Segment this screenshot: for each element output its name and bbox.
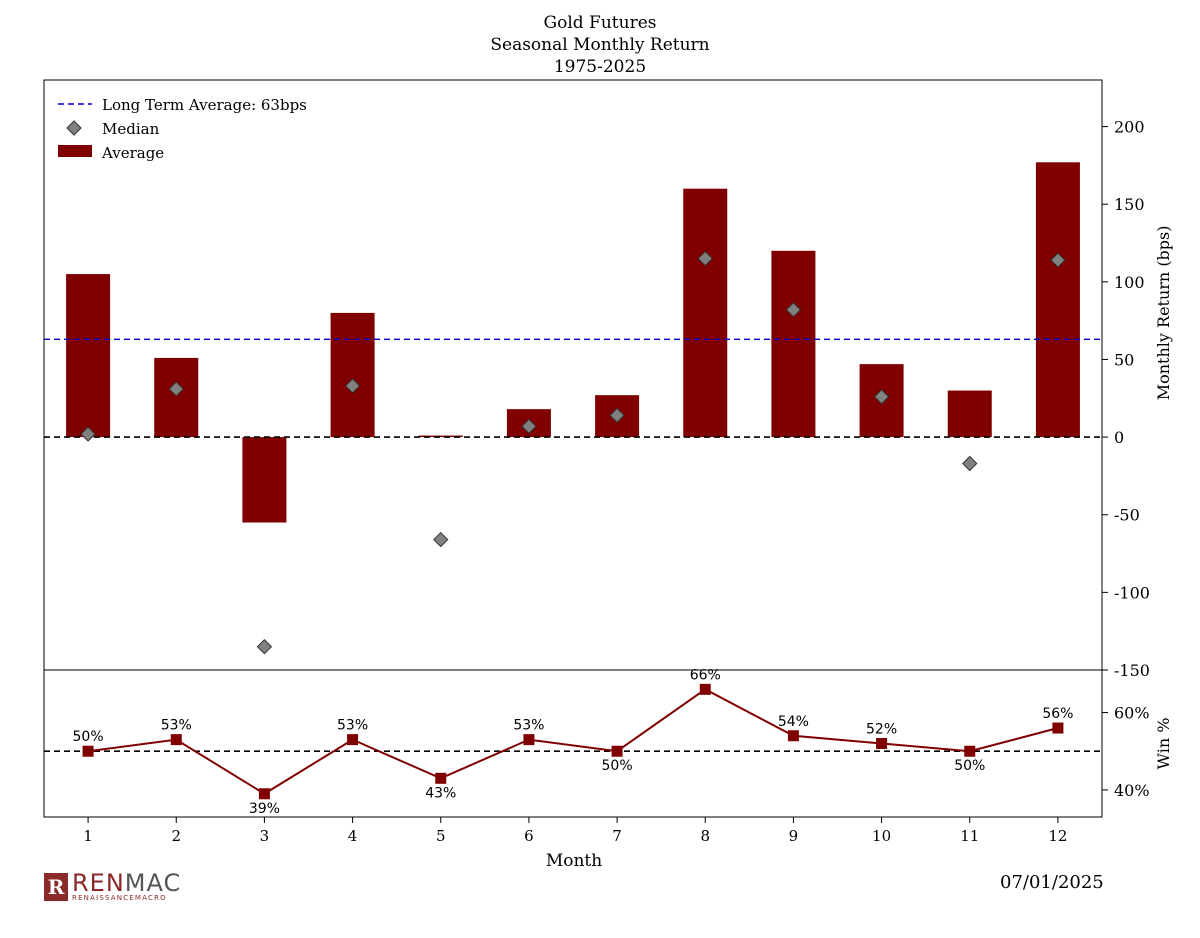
chart-title-block: Gold Futures Seasonal Monthly Return 197…: [0, 12, 1200, 78]
win-rate-label: 52%: [866, 722, 897, 738]
logo-name: RENMAC: [72, 869, 182, 897]
chart-subtitle: Seasonal Monthly Return: [490, 35, 710, 55]
bottom-panel-frame: [43, 669, 1103, 818]
average-bar: [154, 357, 199, 438]
win-rate-label: 39%: [249, 801, 280, 817]
win-rate-point: [787, 730, 799, 742]
median-point: [168, 381, 184, 397]
x-tick-label: 7: [612, 827, 622, 845]
logo-mark: R: [44, 873, 68, 901]
win-rate-label: 50%: [954, 758, 985, 774]
x-tick-label: 1: [83, 827, 93, 845]
win-rate-label: 56%: [1042, 706, 1073, 722]
x-tick-label: 12: [1048, 827, 1067, 845]
legend-diamond-swatch: [66, 120, 82, 136]
legend-label: Average: [101, 144, 164, 162]
y-axis-label: Monthly Return (bps): [1154, 226, 1173, 401]
legend-label: Median: [102, 120, 160, 138]
legend-bar-swatch: [58, 145, 92, 157]
y-tick-label: -50: [1114, 506, 1140, 525]
average-bar: [66, 274, 111, 438]
chart-title: Gold Futures: [543, 13, 657, 33]
win-rate-point: [435, 772, 447, 784]
x-tick-label: 2: [171, 827, 181, 845]
win-rate-point: [258, 788, 270, 800]
chart-date: 07/01/2025: [1000, 872, 1104, 893]
chart-period: 1975-2025: [553, 57, 647, 77]
y-tick-label: -150: [1114, 661, 1150, 680]
x-tick-label: 10: [872, 827, 891, 845]
y-tick-label: 150: [1114, 195, 1145, 214]
win-rate-point: [699, 683, 711, 695]
median-point: [433, 531, 449, 548]
x-tick-label: 6: [524, 827, 534, 845]
y-tick-label: 100: [1114, 273, 1145, 292]
win-rate-label: 53%: [513, 718, 544, 734]
y-tick-label: 50: [1114, 350, 1134, 369]
median-point: [785, 302, 802, 318]
win-rate-point: [82, 745, 94, 757]
average-bar: [330, 312, 375, 438]
win-rate-label: 53%: [161, 718, 192, 734]
x-tick-label: 5: [436, 827, 446, 845]
x-tick-label: 8: [700, 827, 710, 845]
median-point: [256, 639, 273, 655]
y-tick-label: 0: [1114, 428, 1124, 447]
median-point: [80, 426, 96, 442]
x-axis-label: Month: [546, 851, 602, 871]
win-rate-label: 50%: [73, 729, 104, 745]
logo-subtitle: RENAISSANCEMACRO: [72, 894, 167, 902]
win-y-tick-label: 60%: [1114, 704, 1150, 723]
median-point: [1050, 252, 1066, 268]
median-point: [521, 418, 537, 434]
x-tick-label: 3: [260, 827, 270, 845]
median-point: [697, 250, 713, 267]
median-point: [609, 407, 625, 424]
renmac-logo: R RENMAC RENAISSANCEMACRO: [44, 869, 182, 902]
average-bar: [683, 188, 728, 438]
win-rate-line: [87, 688, 1059, 795]
win-rate-point: [611, 745, 623, 757]
win-rate-point: [876, 738, 888, 749]
win-rate-point: [523, 734, 535, 746]
win-y-tick-label: 40%: [1114, 781, 1150, 800]
x-tick-label: 9: [789, 827, 799, 845]
average-bar: [947, 390, 992, 438]
legend-label: Long Term Average: 63bps: [102, 96, 307, 114]
average-bar: [242, 437, 287, 523]
x-tick-label: 11: [960, 827, 979, 845]
win-rate-label: 43%: [425, 785, 456, 801]
median-point: [873, 389, 890, 405]
win-rate-point: [170, 734, 182, 746]
win-rate-label: 66%: [690, 667, 721, 683]
win-rate-label: 50%: [602, 758, 633, 774]
average-bar: [1035, 162, 1080, 438]
y-tick-label: -100: [1114, 583, 1150, 602]
top-panel-frame: [43, 79, 1103, 671]
win-rate-label: 53%: [337, 718, 368, 734]
win-rate-point: [964, 745, 976, 757]
win-rate-point: [1052, 722, 1064, 734]
win-rate-point: [347, 734, 359, 746]
x-tick-label: 4: [348, 827, 358, 845]
median-point: [344, 378, 361, 394]
average-bar: [418, 435, 463, 438]
average-bar: [771, 250, 816, 438]
median-point: [962, 455, 978, 472]
win-rate-label: 54%: [778, 714, 809, 730]
win-y-axis-label: Win %: [1154, 718, 1173, 770]
y-tick-label: 200: [1114, 118, 1145, 137]
